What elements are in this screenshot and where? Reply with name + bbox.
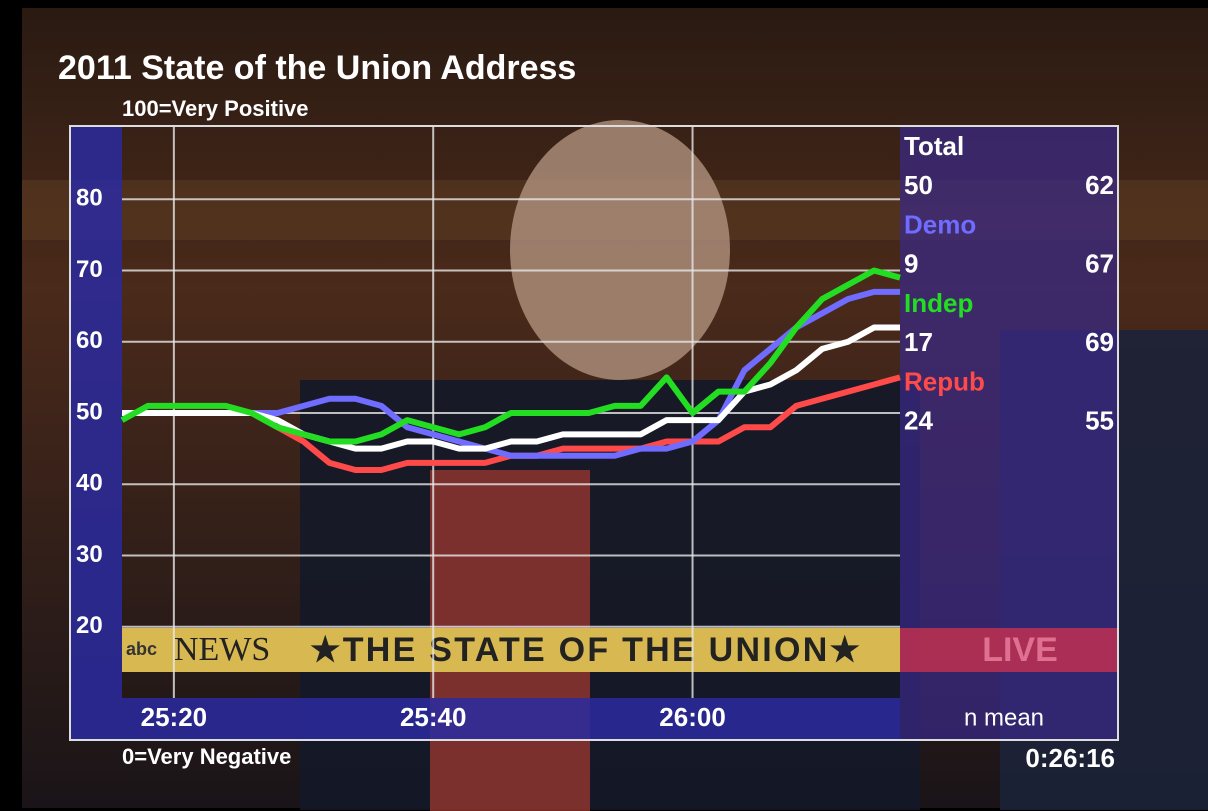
legend-mean: 55 — [1085, 405, 1114, 435]
x-tick-label: 26:00 — [659, 702, 726, 732]
legend-label: Total — [904, 131, 964, 161]
legend-label: Repub — [904, 366, 985, 396]
y-tick-label: 80 — [76, 185, 103, 212]
timestamp: 0:26:16 — [1025, 743, 1115, 773]
y-tick-label: 20 — [76, 612, 103, 639]
legend-mean: 69 — [1085, 327, 1114, 357]
legend-n: 24 — [904, 405, 933, 435]
y-axis-panel — [70, 126, 122, 740]
legend-n: 50 — [904, 170, 933, 200]
subtitle: 100=Very Positive — [122, 96, 309, 121]
panel-header: n mean — [964, 704, 1044, 731]
x-tick-label: 25:40 — [400, 702, 467, 732]
legend-mean: 62 — [1085, 170, 1114, 200]
legend-mean: 67 — [1085, 248, 1114, 278]
y-tick-label: 60 — [76, 327, 103, 354]
banner-live: LIVE — [982, 631, 1058, 669]
y-tick-label: 30 — [76, 541, 103, 568]
banner-text: ★THE STATE OF THE UNION★ — [310, 631, 860, 669]
legend-n: 9 — [904, 248, 918, 278]
banner-news: NEWS — [174, 631, 270, 668]
bottom-note: 0=Very Negative — [122, 744, 291, 769]
y-tick-label: 70 — [76, 256, 103, 283]
banner-logo: abc — [126, 639, 157, 659]
y-tick-label: 50 — [76, 398, 103, 425]
x-axis-panel — [122, 698, 900, 740]
screen: abc NEWS ★THE STATE OF THE UNION★ LIVE 2… — [0, 0, 1208, 811]
x-tick-label: 25:20 — [141, 702, 208, 732]
legend-label: Demo — [904, 209, 976, 239]
chart-title: 2011 State of the Union Address — [58, 49, 576, 87]
legend-n: 17 — [904, 327, 933, 357]
y-tick-label: 40 — [76, 470, 103, 497]
legend-label: Indep — [904, 288, 973, 318]
